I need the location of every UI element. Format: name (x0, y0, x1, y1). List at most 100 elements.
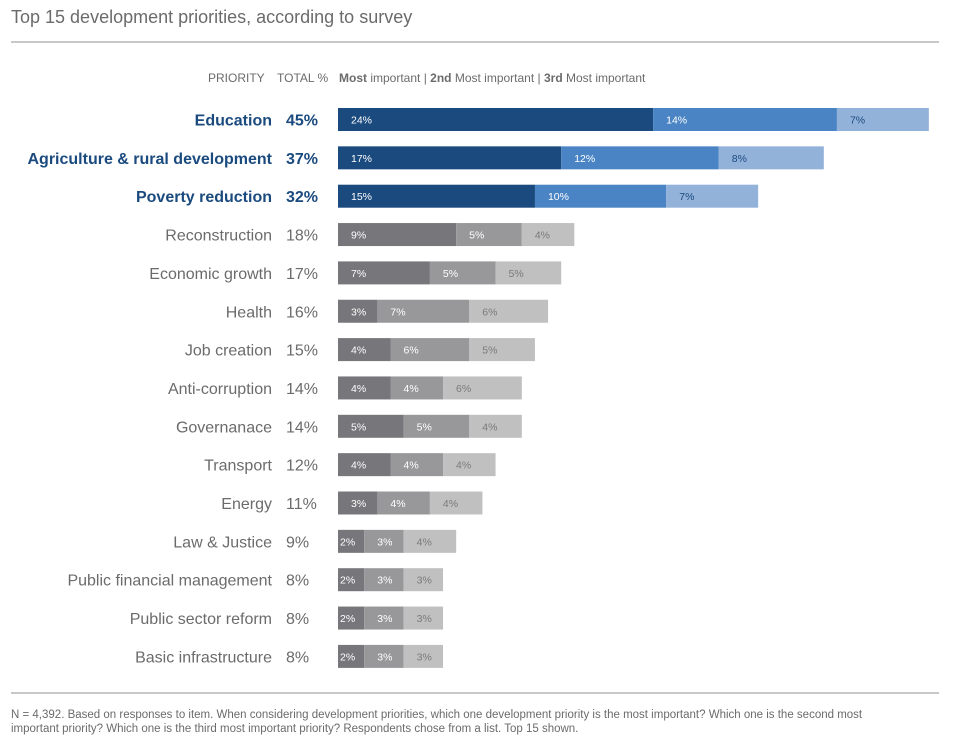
bar-segment (338, 261, 430, 285)
bar-value-label: 8% (732, 153, 747, 165)
bar-value-label: 4% (417, 536, 432, 548)
bar-value-label: 7% (390, 306, 405, 318)
header-priority: PRIORITY (208, 71, 265, 85)
total-label: 8% (286, 649, 309, 666)
category-label: Energy (221, 496, 272, 513)
page-title: Top 15 development priorities, according… (11, 7, 413, 27)
bar-segment (338, 644, 365, 668)
bar-value-label: 15% (351, 191, 372, 203)
bar-segment (456, 223, 522, 247)
bar-segment (338, 529, 365, 553)
category-label: Health (226, 304, 272, 321)
bar-segment (429, 261, 496, 285)
bar-value-label: 2% (340, 651, 355, 663)
bar-segment (561, 146, 719, 170)
bar-segment (364, 606, 404, 630)
total-label: 32% (286, 189, 318, 206)
total-label: 37% (286, 151, 318, 168)
bar-value-label: 6% (456, 383, 471, 395)
total-label: 14% (286, 381, 318, 398)
bar-segment (338, 184, 535, 208)
bar-segment (377, 299, 470, 323)
bar-segment (403, 568, 444, 592)
bar-value-label: 7% (850, 115, 865, 127)
total-label: 12% (286, 458, 318, 475)
bar-segment (338, 108, 654, 131)
bar-segment (364, 568, 404, 592)
bar-value-label: 3% (351, 306, 366, 318)
bar-segment (364, 644, 404, 668)
bar-segment (403, 529, 457, 553)
bar-segment (429, 491, 483, 515)
bar-segment (338, 568, 365, 592)
bar-value-label: 3% (377, 613, 392, 625)
bar-value-label: 7% (351, 268, 366, 280)
bottom-divider (11, 692, 939, 694)
bar-segment (718, 146, 824, 170)
total-label: 45% (286, 113, 318, 130)
category-label: Governanace (176, 419, 272, 436)
category-label: Transport (204, 458, 272, 475)
bar-value-label: 12% (574, 153, 595, 165)
category-label: Law & Justice (173, 534, 272, 551)
bar-value-label: 17% (351, 153, 372, 165)
bar-segment (338, 453, 391, 477)
bar-value-label: 9% (351, 230, 366, 242)
category-label: Economic growth (149, 266, 272, 283)
category-label: Agriculture & rural development (28, 151, 273, 168)
category-label: Poverty reduction (136, 189, 272, 206)
bar-segment (390, 376, 444, 400)
bar-value-label: 2% (340, 575, 355, 587)
category-label: Anti-corruption (168, 381, 272, 398)
legend-second-bold: 2nd (430, 71, 452, 85)
bar-value-label: 14% (666, 115, 687, 127)
bar-value-label: 10% (548, 191, 569, 203)
bar-value-label: 3% (377, 536, 392, 548)
bar-segment (403, 606, 444, 630)
bar-value-label: 5% (443, 268, 458, 280)
total-label: 14% (286, 419, 318, 436)
legend-second-rest: Most important | (451, 71, 544, 85)
total-label: 16% (286, 304, 318, 321)
category-label: Reconstruction (165, 228, 272, 245)
legend-most-bold: Most (339, 71, 367, 85)
total-label: 8% (286, 573, 309, 590)
bar-value-label: 3% (377, 651, 392, 663)
bar-value-label: 3% (417, 613, 432, 625)
bar-segment (338, 606, 365, 630)
bar-value-label: 3% (417, 651, 432, 663)
bar-value-label: 3% (417, 575, 432, 587)
header-total: TOTAL % (277, 71, 329, 85)
bar-value-label: 4% (390, 498, 405, 510)
total-label: 9% (286, 534, 309, 551)
bar-value-label: 3% (351, 498, 366, 510)
bar-segment (338, 376, 391, 400)
bar-value-label: 5% (509, 268, 524, 280)
bar-segment (534, 184, 667, 208)
header-legend: Most important | 2nd Most important | 3r… (339, 71, 645, 85)
bar-segment (469, 414, 522, 438)
bar-value-label: 4% (351, 383, 366, 395)
total-label: 18% (286, 228, 318, 245)
bar-segment (338, 223, 457, 247)
bar-value-label: 4% (456, 460, 471, 472)
bar-segment (364, 529, 404, 553)
bar-value-label: 7% (679, 191, 694, 203)
bar-segment (338, 299, 378, 323)
bar-value-label: 5% (482, 345, 497, 357)
bar-value-label: 5% (351, 421, 366, 433)
bar-segment (443, 376, 522, 400)
bar-value-label: 4% (404, 460, 419, 472)
bar-segment (338, 146, 562, 170)
bar-value-label: 6% (482, 306, 497, 318)
total-label: 17% (286, 266, 318, 283)
bar-value-label: 24% (351, 115, 372, 127)
bar-segment (390, 338, 470, 362)
top-divider (11, 41, 939, 43)
bar-segment (469, 338, 535, 362)
bar-value-label: 4% (535, 230, 550, 242)
bar-segment (403, 644, 444, 668)
bar-value-label: 2% (340, 536, 355, 548)
legend-third-rest: Most important (562, 71, 646, 85)
